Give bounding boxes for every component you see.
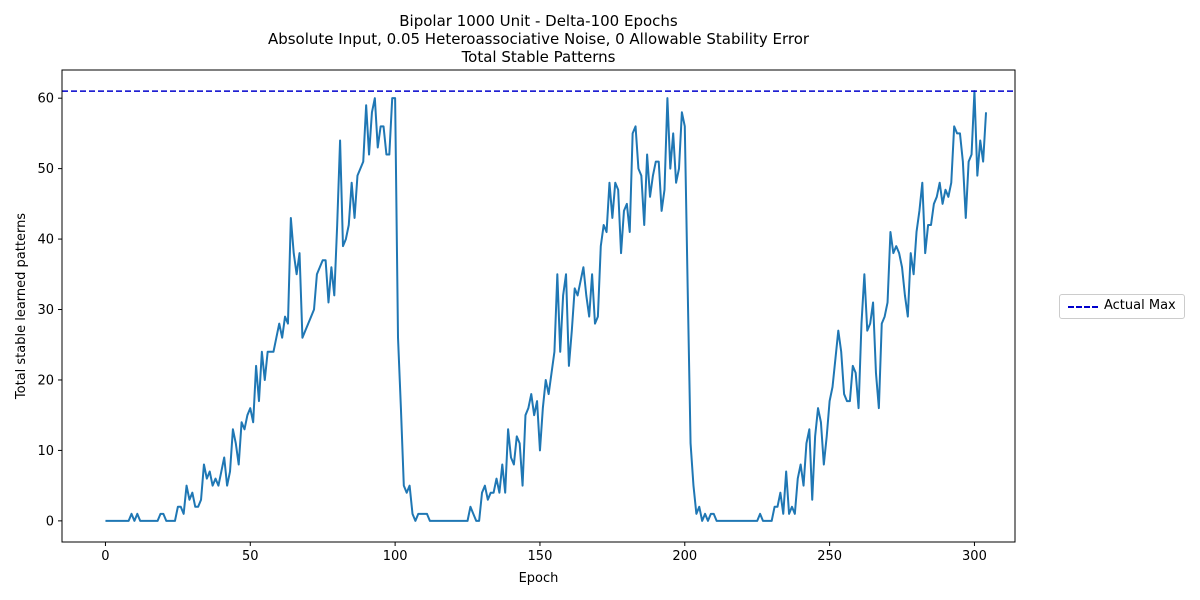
y-tick-label: 50 <box>37 162 54 177</box>
x-tick-label: 150 <box>528 549 553 564</box>
chart-title-line-2: Absolute Input, 0.05 Heteroassociative N… <box>267 30 810 48</box>
legend-label-actual-max: Actual Max <box>1104 298 1176 313</box>
x-axis-label: Epoch <box>519 571 559 586</box>
y-tick-label: 20 <box>37 373 54 388</box>
x-tick-label: 0 <box>101 549 109 564</box>
x-tick-label: 300 <box>962 549 987 564</box>
x-tick-label: 50 <box>242 549 259 564</box>
y-tick-label: 30 <box>37 303 54 318</box>
series-line-0 <box>105 90 988 522</box>
legend-dashed-line-swatch <box>1068 306 1098 308</box>
chart-title-line-3: Total Stable Patterns <box>461 48 616 66</box>
x-tick-label: 200 <box>672 549 697 564</box>
x-tick-label: 250 <box>817 549 842 564</box>
x-tick-label: 100 <box>383 549 408 564</box>
y-axis-label: Total stable learned patterns <box>14 213 29 400</box>
y-tick-label: 10 <box>37 444 54 459</box>
chart-title-line-1: Bipolar 1000 Unit - Delta-100 Epochs <box>399 12 678 30</box>
plot-frame <box>61 69 1016 543</box>
y-tick-label: 40 <box>37 233 54 248</box>
legend: Actual Max <box>1059 294 1185 319</box>
y-tick-label: 60 <box>37 92 54 107</box>
y-tick-label: 0 <box>46 514 54 529</box>
